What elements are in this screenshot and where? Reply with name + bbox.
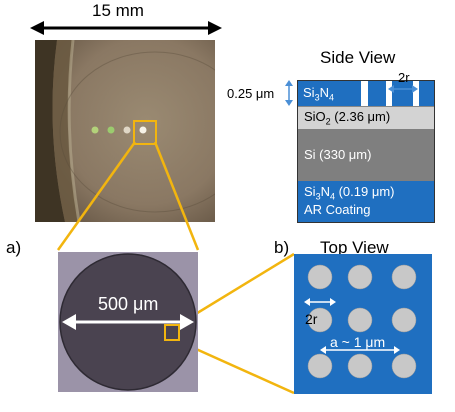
hole bbox=[347, 264, 373, 290]
pitch-label: a ~ 1 μm bbox=[330, 334, 386, 350]
layer-si bbox=[298, 129, 434, 181]
sample-photo bbox=[35, 40, 215, 222]
layer-si3n4-bottom bbox=[298, 181, 434, 222]
hole bbox=[391, 353, 417, 379]
layer-si3n4-bottom-label: Si3N4 (0.19 μm) bbox=[304, 184, 395, 202]
hole-width-label: 2r bbox=[398, 70, 410, 85]
layer-sio2-label: SiO2 (2.36 μm) bbox=[304, 109, 391, 127]
sample-dot bbox=[107, 126, 115, 134]
hole bbox=[391, 307, 417, 333]
hole bbox=[391, 264, 417, 290]
zoom-box-photo bbox=[133, 120, 157, 145]
dot-row bbox=[91, 126, 147, 134]
zoom-box-micrograph bbox=[164, 324, 180, 341]
thickness-label: 0.25 μm bbox=[227, 86, 275, 101]
panel-a-tag: a) bbox=[6, 238, 22, 257]
hole bbox=[307, 264, 333, 290]
hole bbox=[307, 353, 333, 379]
sample-dot bbox=[91, 126, 99, 134]
micrograph-scale-label: 500 μm bbox=[98, 294, 159, 314]
layer-si3n4-top-label: Si3N4 bbox=[303, 85, 334, 103]
hole-width-arrow bbox=[388, 85, 418, 93]
layer-si-label: Si (330 μm) bbox=[304, 147, 372, 162]
panel-b-tag: b) bbox=[274, 238, 290, 257]
hole bbox=[347, 353, 373, 379]
top-view-title: Top View bbox=[320, 238, 389, 257]
micrograph bbox=[58, 252, 198, 392]
hole bbox=[347, 307, 373, 333]
side-view-title: Side View bbox=[320, 48, 396, 67]
hole bbox=[386, 81, 392, 106]
hole-diameter-label: 2r bbox=[305, 311, 318, 327]
width-label: 15 mm bbox=[92, 1, 144, 20]
sample-dot bbox=[139, 126, 147, 134]
side-view-stack: Si3N4 SiO2 (2.36 μm) Si (330 μm) Si3N4 (… bbox=[297, 80, 435, 223]
hole bbox=[413, 81, 419, 106]
ar-coating-label: AR Coating bbox=[304, 202, 371, 217]
sample-dot bbox=[123, 126, 131, 134]
hole bbox=[361, 81, 368, 106]
width-arrow bbox=[30, 21, 222, 35]
hole bbox=[307, 307, 333, 333]
top-view-panel bbox=[294, 254, 432, 394]
thickness-arrow bbox=[285, 80, 293, 106]
